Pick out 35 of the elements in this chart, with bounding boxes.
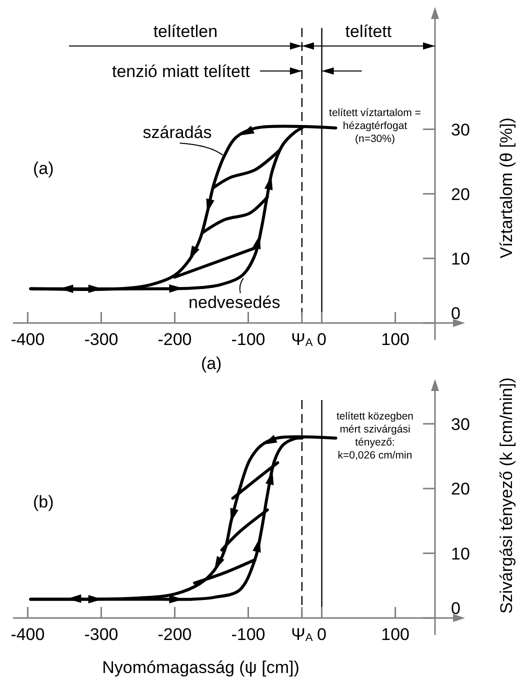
annotation: telített közegben mért szivárgási tényező: k=0,026 cm/min (336, 410, 414, 462)
x-tick-label: -400 (10, 625, 45, 644)
y-tick-label: 30 (451, 120, 470, 140)
x-tick-label: 0 (317, 330, 327, 349)
text: (a) (200, 354, 222, 373)
x-tick-label: 0 (317, 625, 327, 644)
x-tick-label: -100 (231, 330, 266, 349)
annotation: telített víztartalom = hézagtérfogat (n=30%) (329, 106, 421, 145)
series-label: nedvesedés (188, 293, 280, 312)
annotation: telített (345, 22, 392, 41)
annotation: (a) (33, 159, 54, 178)
y-axis-title: Víztartalom (θ [%]) (497, 118, 516, 258)
y-axis-title: Szivárgási tényező (k [cm/min]) (497, 377, 516, 614)
x-tick-label: -200 (158, 625, 192, 644)
x-tick-label: 100 (381, 625, 410, 644)
x-tick-label: -300 (84, 625, 118, 644)
y-tick-label: 10 (451, 544, 470, 564)
y-tick-label: 10 (451, 249, 470, 268)
x-tick-label: -100 (231, 625, 266, 644)
annotation: tenzió miatt telített (112, 62, 250, 81)
y-tick-label: 20 (451, 480, 470, 499)
x-tick-label: -200 (158, 330, 192, 349)
y-tick-label: 0 (451, 599, 460, 618)
annotation: (b) (33, 492, 54, 512)
x-tick-label: -400 (10, 330, 45, 349)
x-tick-label: -300 (84, 330, 118, 349)
x-tick-label: ΨA (291, 625, 314, 644)
legend-label: száradás (142, 123, 212, 142)
x-tick-label: ΨA (291, 330, 314, 349)
x-axis-title: Nyomómagasság (ψ [cm]) (102, 658, 300, 677)
x-tick-label: 100 (381, 330, 410, 349)
y-tick-label: 0 (451, 304, 460, 323)
annotation: telítetlen (153, 22, 218, 41)
y-tick-label: 30 (451, 414, 470, 434)
y-tick-label: 20 (451, 184, 470, 204)
